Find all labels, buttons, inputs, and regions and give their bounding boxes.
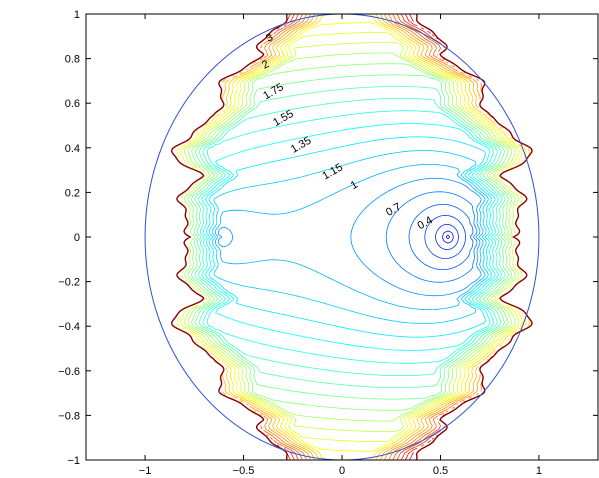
contour-level-28 xyxy=(253,14,483,460)
contour-level-8 xyxy=(408,204,474,270)
y-tick-label-0: 1 xyxy=(74,9,80,21)
contour-label-1: 2 xyxy=(260,58,271,71)
x-tick-label-1: −0.5 xyxy=(233,465,255,477)
y-tick-label-1: 0.8 xyxy=(65,54,80,66)
contour-level-9 xyxy=(385,191,478,283)
x-tick-label-3: 0.5 xyxy=(433,465,448,477)
contour-level-21 xyxy=(181,42,520,432)
boundary-left xyxy=(170,14,288,460)
contour-level-31 xyxy=(276,14,445,460)
contour-level-6 xyxy=(435,224,459,250)
contour-level-7 xyxy=(424,215,466,259)
contour-label-6: 1 xyxy=(349,179,360,192)
y-tick-label-3: 0.4 xyxy=(65,143,80,155)
contour-level-10 xyxy=(217,177,482,297)
contour-level-11 xyxy=(215,164,486,310)
contour-level-24 xyxy=(174,14,527,460)
y-tick-label-5: 0 xyxy=(74,232,80,244)
boundary-right xyxy=(415,14,533,460)
contour-level-20 xyxy=(183,52,516,422)
y-tick-label-2: 0.6 xyxy=(65,98,80,110)
contour-level-29 xyxy=(260,14,466,460)
y-tick-label-7: −0.4 xyxy=(58,321,80,333)
contour-level-27 xyxy=(222,14,481,460)
contour-level-13 xyxy=(208,136,493,338)
contour-level-18 xyxy=(190,74,510,400)
axis-ticks: −1 −0.5 0 0.5 1 1 0.8 0.6 0.4 0.2 0 −0.2 −0.4 −0.6 −0.… xyxy=(58,9,598,477)
contour-level-30 xyxy=(266,14,445,460)
contour-level-5 xyxy=(442,230,454,244)
contour-level-15 xyxy=(201,110,499,364)
contour-level-16 xyxy=(197,97,503,377)
y-tick-label-9: −0.8 xyxy=(58,410,80,422)
contour-label-4: 1.35 xyxy=(289,135,314,156)
contour-level-4 xyxy=(445,234,451,240)
y-tick-label-8: −0.6 xyxy=(58,366,80,378)
contour-level-17 xyxy=(194,86,506,388)
contour-level-32 xyxy=(287,14,438,460)
contour-label-0: 3 xyxy=(264,31,275,44)
x-tick-label-2: 0 xyxy=(339,465,345,477)
plot-frame xyxy=(85,13,599,461)
contour-level-14 xyxy=(204,123,496,351)
y-tick-label-10: −1 xyxy=(67,455,80,467)
x-tick-label-0: −1 xyxy=(139,465,152,477)
contour-label-8: 0.4 xyxy=(416,214,435,232)
contour-level-25 xyxy=(215,14,531,460)
y-tick-label-6: −0.2 xyxy=(58,277,80,289)
x-tick-label-4: 1 xyxy=(536,465,542,477)
contour-level-23 xyxy=(176,22,524,452)
contour-level-19 xyxy=(187,63,513,411)
y-tick-label-4: 0.2 xyxy=(65,187,80,199)
contour-label-7: 0.7 xyxy=(384,201,403,219)
contour-level-12 xyxy=(212,150,489,324)
unit-circle xyxy=(144,14,540,460)
contour-level-33 xyxy=(409,14,414,460)
contour-lines xyxy=(174,14,531,460)
contour-level-22 xyxy=(180,32,523,442)
contour-label-5: 1.15 xyxy=(320,161,345,182)
fractal-boundary xyxy=(170,14,533,460)
